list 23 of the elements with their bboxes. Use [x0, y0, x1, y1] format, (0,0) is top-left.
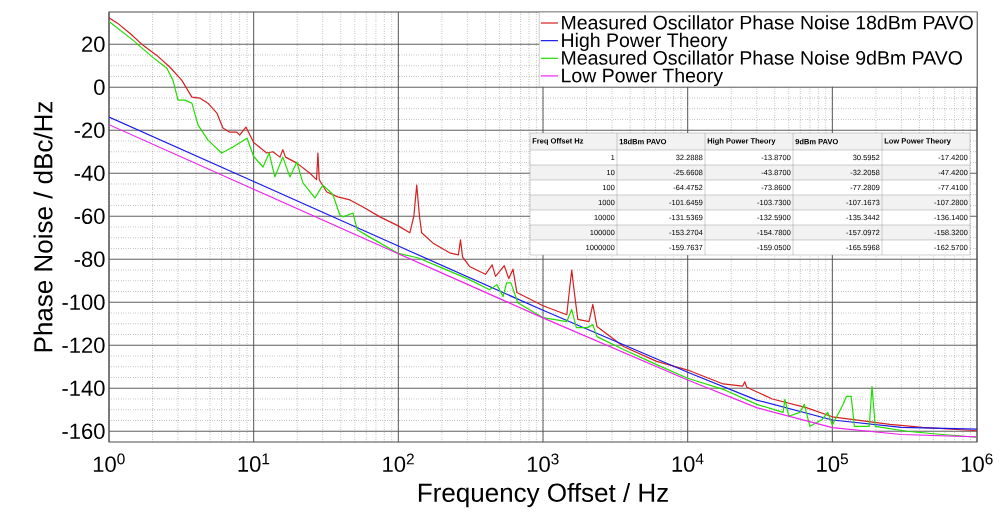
y-axis-title: Phase Noise / dBc/Hz	[33, 101, 53, 352]
y-tick-label: -20	[74, 122, 105, 139]
legend-label: Measured Oscillator Phase Noise 9dBm PAVO	[562, 50, 962, 65]
y-tick-label: -80	[74, 251, 105, 268]
y-tick-label: 0	[94, 79, 105, 96]
x-tick-label: 10$^{0}$	[93, 453, 125, 473]
x-tick-label: 10$^{3}$	[527, 453, 559, 473]
y-tick-label: -120	[62, 337, 105, 354]
legend-label: Low Power Theory	[562, 68, 724, 87]
y-tick-label: 20	[82, 36, 105, 53]
legend-label: High Power Theory	[562, 32, 728, 51]
y-tick-label: -40	[74, 165, 105, 182]
x-tick-label: 10$^{1}$	[238, 453, 270, 472]
y-tick-label: -100	[62, 294, 105, 311]
legend-label: Measured Oscillator Phase Noise 18dBm PAVO	[562, 15, 973, 30]
x-axis-title: Frequency Offset / Hz	[418, 482, 668, 508]
x-tick-label: 10$^{5}$	[817, 453, 848, 472]
x-tick-label: 10$^{6}$	[961, 453, 993, 473]
y-tick-label: -140	[62, 380, 105, 397]
y-tick-label: -160	[62, 423, 105, 440]
x-tick-label: 10$^{2}$	[383, 453, 414, 473]
x-tick-label: 10$^{4}$	[672, 453, 704, 472]
y-tick-label: -60	[74, 208, 105, 225]
